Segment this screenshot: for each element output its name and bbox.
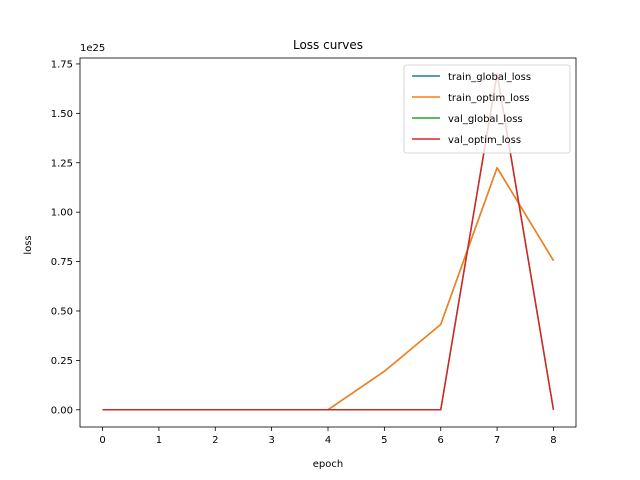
legend-label: train_optim_loss [448, 93, 530, 104]
legend-box [403, 64, 571, 154]
x-tick-label: 5 [381, 435, 387, 446]
y-axis-ticks: 0.00 0.25 0.50 0.75 1.00 1.25 1.50 1.75 [51, 59, 80, 416]
y-tick-label: 1.25 [51, 158, 73, 169]
y-tick-label: 1.00 [51, 208, 73, 219]
x-axis-label: epoch [313, 459, 343, 470]
legend: train_global_loss train_optim_loss val_glo… [403, 64, 571, 154]
y-tick-label: 1.50 [51, 109, 73, 120]
y-tick-label: 0.75 [51, 257, 73, 268]
y-tick-label: 1.75 [51, 59, 73, 70]
y-axis-label: loss [23, 235, 34, 254]
y-scale-multiplier: 1e25 [80, 43, 105, 54]
y-tick-label: 0.00 [51, 405, 73, 416]
chart-title: Loss curves [293, 38, 363, 52]
x-axis-ticks: 0 1 2 3 4 5 6 7 8 [99, 427, 557, 446]
y-tick-label: 0.25 [51, 356, 73, 367]
x-tick-label: 2 [212, 435, 218, 446]
x-tick-label: 7 [494, 435, 500, 446]
series-line-val-optim-loss [102, 73, 555, 411]
x-tick-label: 8 [550, 435, 556, 446]
legend-label: train_global_loss [448, 72, 531, 83]
y-tick-label: 0.50 [51, 306, 73, 317]
x-tick-label: 1 [156, 435, 162, 446]
x-tick-label: 3 [268, 435, 274, 446]
legend-label: val_global_loss [448, 114, 523, 125]
x-tick-label: 0 [99, 435, 105, 446]
legend-label: val_optim_loss [448, 135, 521, 146]
axes-frame [79, 57, 577, 428]
x-tick-label: 4 [325, 435, 331, 446]
x-tick-label: 6 [438, 435, 444, 446]
series-lines [102, 73, 555, 411]
